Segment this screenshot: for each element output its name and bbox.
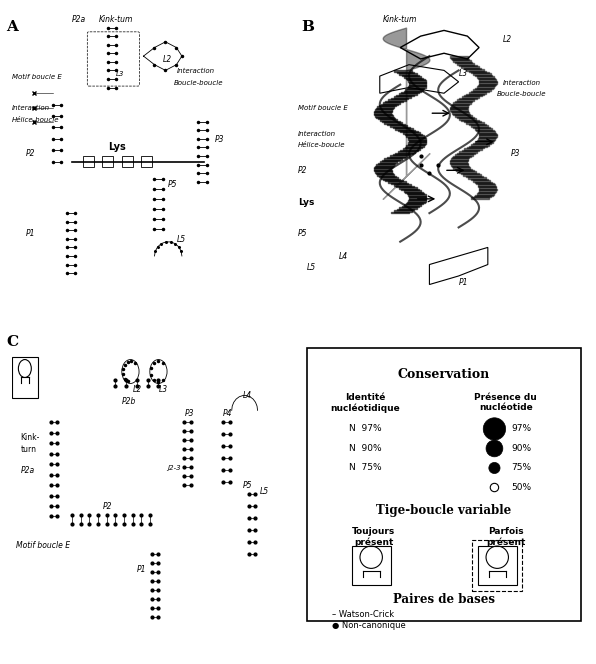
Text: P3: P3	[215, 135, 224, 144]
Text: Interaction: Interaction	[298, 131, 336, 137]
Text: L5: L5	[307, 263, 316, 272]
Text: A: A	[6, 20, 18, 34]
Text: Identité
nucléotidique: Identité nucléotidique	[331, 392, 401, 413]
Text: P3: P3	[511, 149, 521, 158]
Text: P4: P4	[223, 409, 232, 418]
Bar	[472, 540, 523, 591]
Text: Hélice-boucle: Hélice-boucle	[298, 143, 346, 149]
Text: C: C	[6, 335, 18, 349]
Bar	[141, 156, 152, 167]
Text: P5: P5	[298, 229, 308, 238]
Text: P1: P1	[137, 564, 147, 574]
Text: Motif boucle E: Motif boucle E	[16, 540, 70, 550]
Bar	[12, 357, 38, 398]
Bar	[352, 546, 391, 585]
Text: Tige-boucle variable: Tige-boucle variable	[377, 504, 511, 517]
Text: P2b: P2b	[122, 397, 136, 406]
Text: N  97%: N 97%	[349, 424, 382, 434]
Text: P3: P3	[184, 409, 194, 418]
Text: P2: P2	[103, 502, 112, 511]
Circle shape	[486, 440, 503, 457]
Text: Interaction: Interaction	[176, 68, 215, 74]
Text: Motif boucle E: Motif boucle E	[12, 74, 61, 80]
Text: B: B	[301, 20, 314, 34]
Text: L2: L2	[132, 385, 142, 394]
Text: Kink-tum: Kink-tum	[99, 15, 134, 24]
Text: L5: L5	[260, 487, 269, 496]
Text: N  90%: N 90%	[349, 444, 382, 453]
Text: Paires de bases: Paires de bases	[393, 594, 495, 606]
Text: Kink-: Kink-	[20, 433, 40, 442]
Text: L2: L2	[163, 55, 172, 64]
Text: P2a: P2a	[72, 15, 86, 24]
Bar	[122, 156, 132, 167]
Bar	[83, 156, 94, 167]
Text: ● Non-canonique: ● Non-canonique	[332, 622, 406, 630]
Circle shape	[489, 462, 500, 473]
Text: Hélice-boucle: Hélice-boucle	[12, 117, 60, 123]
Text: 50%: 50%	[511, 483, 532, 492]
Text: Lys: Lys	[108, 142, 126, 152]
Text: L5: L5	[176, 234, 185, 244]
Text: L2: L2	[502, 35, 511, 44]
Text: – Watson-Crick: – Watson-Crick	[332, 610, 394, 620]
Text: Interaction: Interaction	[12, 106, 50, 112]
Text: L3: L3	[459, 69, 468, 78]
Text: 97%: 97%	[511, 424, 532, 434]
Text: P2a: P2a	[20, 466, 35, 475]
Text: Lys: Lys	[298, 198, 314, 207]
Text: P5: P5	[243, 481, 252, 490]
Text: Boucle-boucle: Boucle-boucle	[173, 80, 223, 86]
Text: P5: P5	[168, 181, 178, 189]
Text: L4: L4	[243, 391, 252, 400]
Text: Motif boucle E: Motif boucle E	[298, 106, 347, 112]
Text: 90%: 90%	[511, 444, 532, 453]
Text: P2: P2	[298, 166, 308, 175]
Text: Toujours
présent: Toujours présent	[352, 527, 396, 546]
Text: Présence du
nucléotide: Présence du nucléotide	[474, 392, 537, 412]
Bar	[477, 546, 517, 585]
Text: turn: turn	[20, 445, 36, 454]
Text: J2-3: J2-3	[167, 465, 181, 471]
Text: P1: P1	[459, 278, 468, 287]
Circle shape	[483, 418, 505, 440]
Text: L3: L3	[159, 385, 167, 394]
Text: Parfois
présent: Parfois présent	[486, 527, 525, 546]
Text: Interaction: Interaction	[502, 80, 541, 86]
Text: L3: L3	[116, 71, 125, 77]
Text: Boucle-boucle: Boucle-boucle	[496, 91, 546, 97]
Bar	[103, 156, 113, 167]
Text: P1: P1	[26, 229, 35, 238]
Text: L4: L4	[339, 252, 348, 261]
Text: 75%: 75%	[511, 463, 532, 473]
Text: Kink-tum: Kink-tum	[383, 15, 417, 24]
Text: Conservation: Conservation	[398, 368, 490, 380]
Text: P2: P2	[26, 149, 35, 158]
Text: N  75%: N 75%	[349, 463, 382, 473]
